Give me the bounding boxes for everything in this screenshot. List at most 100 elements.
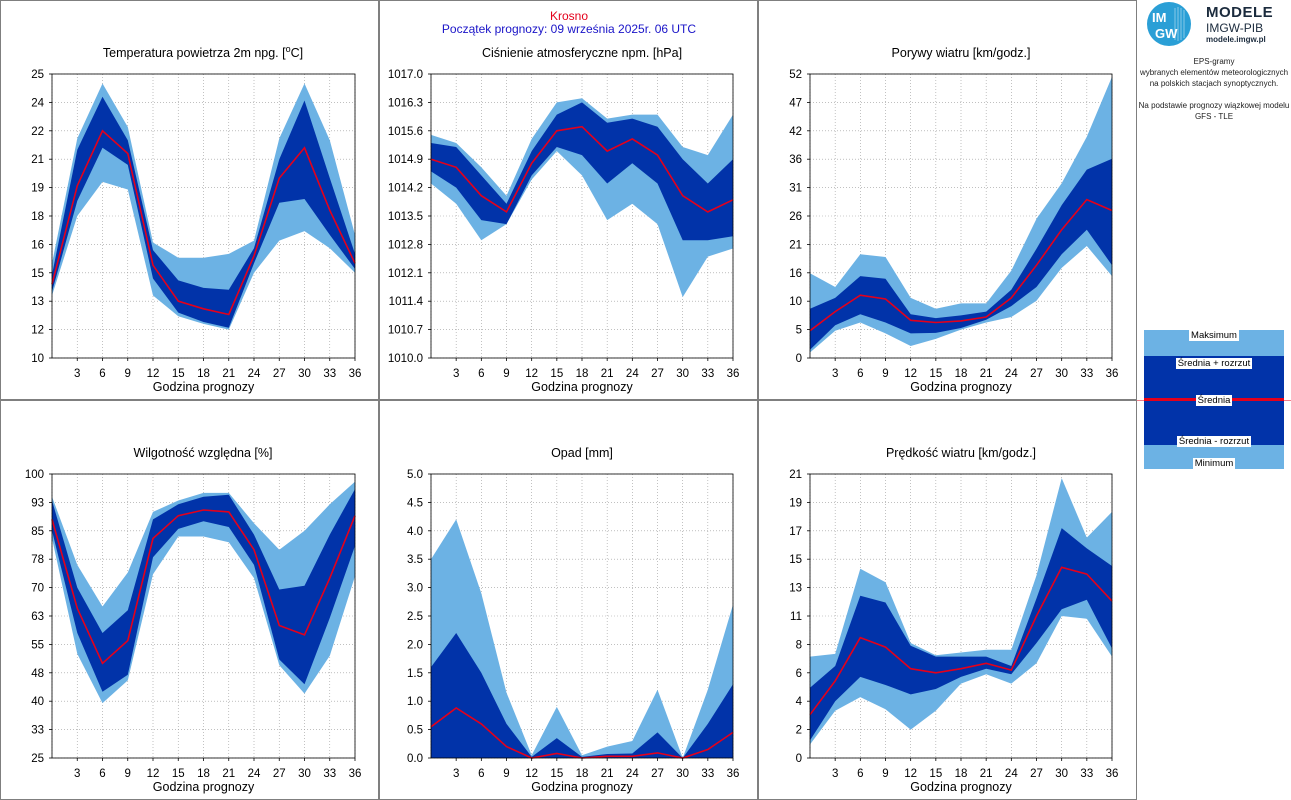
chart-5: Prędkość wiatru [km/godz.]02468111315171… bbox=[789, 446, 1118, 794]
info-line: EPS-gramy bbox=[1193, 57, 1235, 66]
x-tick-label: 24 bbox=[626, 768, 639, 780]
panel-frame bbox=[758, 0, 1137, 400]
y-tick-label: 100 bbox=[25, 469, 44, 481]
x-tick-label: 12 bbox=[525, 368, 538, 380]
x-tick-label: 9 bbox=[882, 768, 888, 780]
x-tick-label: 30 bbox=[1055, 768, 1068, 780]
x-tick-label: 6 bbox=[99, 368, 105, 380]
mean-line bbox=[51, 509, 356, 665]
y-tick-label: 0.0 bbox=[407, 753, 423, 765]
x-tick-label: 9 bbox=[125, 768, 131, 780]
x-tick-label: 30 bbox=[676, 368, 689, 380]
y-tick-label: 63 bbox=[31, 611, 44, 623]
x-tick-label: 15 bbox=[550, 768, 563, 780]
y-tick-label: 18 bbox=[31, 211, 44, 223]
y-tick-label: 2 bbox=[796, 725, 802, 737]
y-tick-label: 4 bbox=[796, 696, 803, 708]
x-tick-label: 27 bbox=[651, 768, 664, 780]
logo-title: MODELE bbox=[1206, 4, 1274, 21]
chart-title: Ciśnienie atmosferyczne npm. [hPa] bbox=[482, 46, 682, 60]
x-tick-label: 9 bbox=[503, 368, 509, 380]
y-tick-label: 33 bbox=[31, 725, 44, 737]
x-tick-label: 6 bbox=[857, 768, 863, 780]
x-tick-label: 3 bbox=[453, 768, 459, 780]
x-tick-label: 27 bbox=[651, 368, 664, 380]
y-tick-label: 1013.5 bbox=[388, 211, 423, 223]
y-tick-label: 85 bbox=[31, 526, 44, 538]
y-tick-label: 13 bbox=[31, 296, 44, 308]
x-tick-label: 33 bbox=[1080, 768, 1093, 780]
x-tick-label: 18 bbox=[576, 368, 589, 380]
x-tick-label: 24 bbox=[248, 768, 261, 780]
y-tick-label: 5.0 bbox=[407, 469, 423, 481]
legend-max-label: Maksimum bbox=[1189, 330, 1239, 341]
x-tick-label: 3 bbox=[832, 768, 838, 780]
band-mean-spread bbox=[810, 528, 1112, 741]
panel-frame bbox=[0, 0, 379, 400]
imgw-logo: IM GW MODELE IMGW-PIB modele.imgw.pl bbox=[1144, 2, 1288, 48]
y-tick-label: 1012.8 bbox=[388, 239, 423, 251]
chart-title: Temperatura powietrza 2m npg. [oC] bbox=[103, 44, 303, 60]
band-mean-spread bbox=[810, 158, 1112, 350]
legend-min-label: Minimum bbox=[1192, 458, 1236, 469]
x-tick-label: 33 bbox=[701, 368, 714, 380]
y-tick-label: 21 bbox=[31, 154, 44, 166]
y-tick-label: 5 bbox=[796, 325, 802, 337]
x-tick-label: 21 bbox=[222, 368, 235, 380]
y-tick-label: 16 bbox=[789, 268, 802, 280]
y-tick-label: 3.5 bbox=[407, 554, 423, 566]
logo-url: modele.imgw.pl bbox=[1206, 35, 1266, 44]
imgw-badge-icon: IM GW bbox=[1147, 2, 1191, 46]
x-tick-label: 21 bbox=[980, 368, 993, 380]
y-tick-label: 4.0 bbox=[407, 526, 423, 538]
mean-line bbox=[809, 566, 1113, 716]
chart-title: Wilgotność względna [%] bbox=[134, 446, 273, 460]
x-tick-label: 6 bbox=[99, 768, 105, 780]
y-tick-label: 6 bbox=[796, 668, 802, 680]
chart-1: Ciśnienie atmosferyczne npm. [hPa] 1010.0… bbox=[388, 46, 740, 394]
y-tick-label: 13 bbox=[789, 583, 802, 595]
y-tick-label: 2.0 bbox=[407, 639, 423, 651]
x-axis-label: Godzina prognozy bbox=[531, 380, 633, 394]
y-tick-label: 31 bbox=[789, 183, 802, 195]
forecast-start: Początek prognozy: 09 września 2025r. 06… bbox=[441, 22, 697, 36]
y-tick-label: 3.0 bbox=[407, 583, 423, 595]
y-tick-label: 21 bbox=[789, 239, 802, 251]
x-tick-label: 21 bbox=[601, 768, 614, 780]
panel-frame bbox=[379, 0, 758, 400]
x-tick-label: 30 bbox=[298, 768, 311, 780]
x-axis-label: Godzina prognozy bbox=[910, 380, 1012, 394]
y-tick-label: 1010.0 bbox=[388, 353, 423, 365]
x-tick-label: 3 bbox=[832, 368, 838, 380]
chart-4: Opad [mm] 0.0 0.5 1.0 1.5 2.0 2.5 3.0 3.5 4.0 4.5 5… bbox=[407, 446, 739, 794]
x-tick-label: 15 bbox=[550, 368, 563, 380]
y-tick-label: 10 bbox=[789, 296, 802, 308]
y-tick-label: 11 bbox=[790, 611, 802, 623]
info-text: EPS-gramy wybranych elementów meteorolog… bbox=[1137, 56, 1291, 122]
x-tick-label: 27 bbox=[273, 768, 286, 780]
x-tick-label: 6 bbox=[478, 368, 484, 380]
x-tick-label: 21 bbox=[601, 368, 614, 380]
y-tick-label: 15 bbox=[31, 268, 44, 280]
x-tick-label: 12 bbox=[525, 768, 538, 780]
x-tick-label: 36 bbox=[727, 368, 740, 380]
y-tick-label: 1014.9 bbox=[388, 154, 423, 166]
x-tick-label: 9 bbox=[125, 368, 131, 380]
info-line: wybranych elementów meteorologicznych bbox=[1139, 68, 1289, 77]
logo-subtitle: IMGW-PIB bbox=[1206, 21, 1264, 35]
legend-upper-label: Średnia + rozrzut bbox=[1175, 358, 1253, 369]
y-tick-label: 47 bbox=[789, 97, 802, 109]
y-tick-label: 19 bbox=[789, 497, 802, 509]
y-tick-label: 8 bbox=[796, 639, 802, 651]
info-line: Na podstawie prognozy wiązkowej modelu bbox=[1138, 101, 1290, 110]
charts-layer: Temperatura powietrza 2m npg. [oC] 10 12 13… bbox=[25, 44, 1119, 794]
x-tick-label: 27 bbox=[1030, 368, 1043, 380]
x-tick-label: 15 bbox=[172, 368, 185, 380]
x-tick-label: 33 bbox=[323, 768, 336, 780]
x-tick-label: 36 bbox=[1106, 368, 1119, 380]
y-tick-label: 52 bbox=[789, 69, 802, 81]
x-tick-label: 24 bbox=[248, 368, 261, 380]
x-tick-label: 15 bbox=[929, 768, 942, 780]
band-min-max bbox=[431, 519, 733, 758]
